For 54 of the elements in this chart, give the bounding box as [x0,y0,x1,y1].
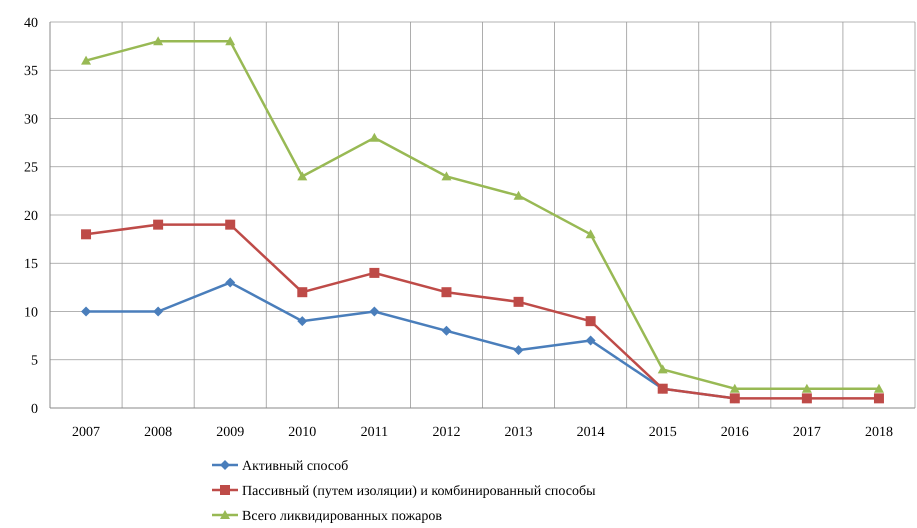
point [153,306,164,316]
point [225,220,236,230]
point [658,364,668,374]
point [81,56,92,65]
point [802,384,812,393]
point [802,393,812,404]
x-tick-label: 2009 [216,425,244,440]
point [514,190,524,200]
x-tick-label: 2015 [648,425,677,440]
point [369,306,380,316]
legend-label: Всего ликвидированных пожаров [242,508,442,524]
point [586,229,596,238]
point [514,296,524,307]
legend-label: Активный способ [242,458,348,474]
x-tick-label: 2017 [792,425,821,440]
x-tick-label: 2013 [504,425,533,440]
x-tick-label: 2016 [720,425,749,440]
y-tick-label: 10 [24,305,38,320]
point [586,316,596,326]
legend-label: Пассивный (путем изоляции) и комбинированный способы [242,484,596,499]
point [874,393,884,404]
point [441,326,452,336]
point [153,220,164,230]
point [369,268,380,278]
y-tick-label: 35 [24,64,38,80]
point [586,335,596,346]
x-tick-label: 2010 [288,425,316,440]
point [81,306,92,316]
x-tick-label: 2014 [576,425,605,440]
y-tick-label: 40 [24,16,38,31]
x-tick-label: 2011 [360,425,388,440]
point [369,132,380,142]
point [225,36,236,46]
y-tick-label: 5 [31,354,38,369]
point [730,384,740,393]
y-tick-label: 0 [31,402,38,417]
point [81,229,92,240]
y-tick-label: 25 [24,160,38,176]
point [514,345,524,356]
point [297,171,308,180]
x-tick-label: 2008 [144,425,172,440]
y-tick-label: 30 [24,112,38,128]
point [441,287,452,298]
point [297,316,308,326]
x-tick-label: 2018 [864,425,893,440]
point [153,36,164,46]
x-tick-label: 2007 [72,425,100,440]
y-tick-label: 20 [24,208,38,224]
point [441,171,452,180]
point [874,384,884,393]
point [297,287,308,298]
point [225,278,236,288]
x-tick-label: 2012 [432,425,460,440]
y-tick-label: 15 [24,257,38,272]
